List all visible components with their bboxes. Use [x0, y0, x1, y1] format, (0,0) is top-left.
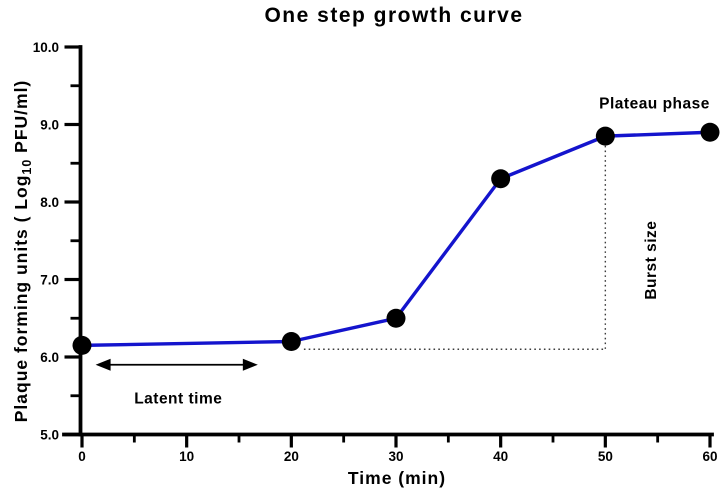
- x-tick-label: 20: [284, 449, 299, 464]
- y-tick-label: 9.0: [40, 117, 59, 132]
- y-axis-label: Plaque forming units ( Log10 PFU/ml): [11, 80, 34, 423]
- plateau-phase-label: Plateau phase: [599, 95, 710, 112]
- x-tick-label: 30: [388, 449, 403, 464]
- y-tick-label: 7.0: [40, 272, 59, 287]
- chart-title: One step growth curve: [264, 4, 523, 27]
- data-point: [281, 332, 301, 351]
- data-point: [72, 335, 92, 355]
- y-tick-label: 8.0: [40, 195, 59, 210]
- x-tick-label: 10: [179, 449, 194, 464]
- y-tick-label: 5.0: [40, 427, 59, 442]
- data-point: [491, 169, 511, 189]
- x-tick-label: 50: [598, 449, 613, 464]
- arrowhead-right-icon: [242, 358, 258, 371]
- x-tick-label: 0: [78, 449, 86, 464]
- arrowhead-left-icon: [95, 358, 111, 371]
- growth-curve-line: [81, 130, 711, 348]
- data-point: [700, 122, 720, 142]
- y-tick-label: 10.0: [33, 40, 59, 55]
- plot-area: 5.0 6.0 7.0 8.0 9.0 10.0 0 10 20 30 40 50 60: [33, 40, 720, 464]
- x-tick-label: 60: [702, 449, 717, 464]
- data-point: [595, 126, 615, 146]
- x-tick-label: 40: [493, 449, 508, 464]
- x-axis-label: Time (min): [348, 468, 446, 488]
- latent-time-label: Latent time: [134, 391, 222, 408]
- data-point: [386, 308, 406, 328]
- y-tick-label: 6.0: [40, 350, 59, 365]
- burst-size-label: Burst size: [643, 221, 660, 300]
